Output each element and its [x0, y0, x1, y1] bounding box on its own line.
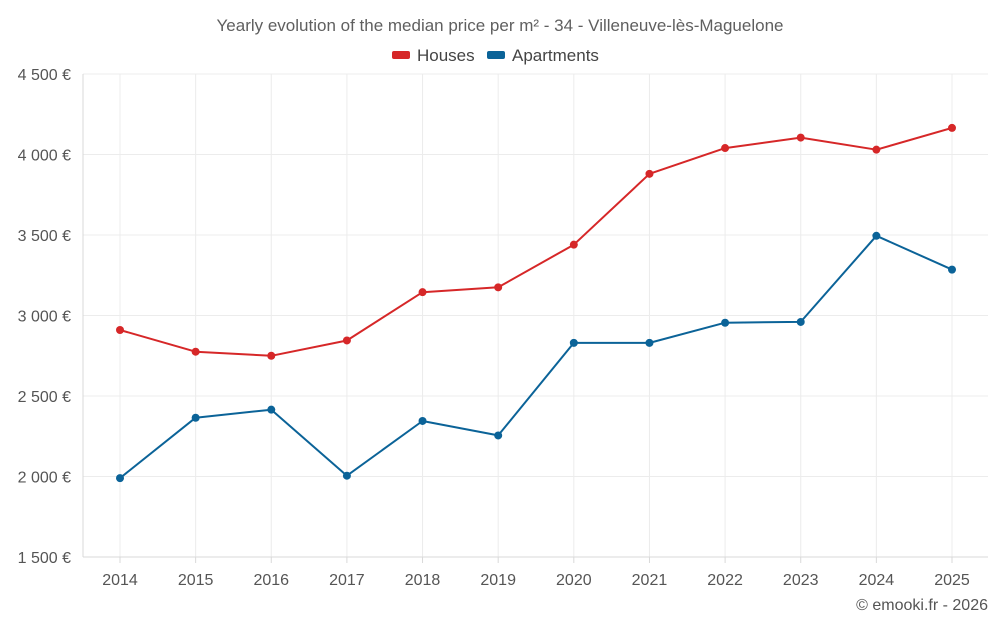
x-tick-label: 2018: [405, 572, 441, 589]
data-point-houses[interactable]: [267, 351, 276, 360]
data-point-apartments[interactable]: [872, 231, 881, 240]
y-tick-label: 4 000 €: [18, 148, 71, 165]
chart-title: Yearly evolution of the median price per…: [217, 16, 784, 35]
data-point-apartments[interactable]: [796, 317, 805, 326]
data-point-houses[interactable]: [948, 123, 956, 132]
legend-swatch-houses: [392, 51, 410, 59]
legend-swatch-apartments: [487, 51, 505, 59]
data-point-apartments[interactable]: [645, 338, 654, 347]
y-tick-label: 3 500 €: [18, 228, 71, 245]
x-tick-label: 2019: [480, 572, 516, 589]
tick-layer: 1 500 € 2 000 € 2 500 € 3 000 € 3 500 € 4 000…: [18, 67, 970, 589]
data-point-houses[interactable]: [116, 325, 124, 334]
x-tick-label: 2020: [556, 572, 592, 589]
data-point-apartments[interactable]: [569, 338, 578, 347]
data-point-houses[interactable]: [796, 133, 805, 142]
y-tick-label: 3 000 €: [18, 309, 71, 326]
data-point-apartments[interactable]: [191, 413, 200, 422]
legend-label-apartments: Apartments: [512, 46, 599, 65]
y-tick-label: 1 500 €: [18, 550, 71, 567]
series-layer: [116, 123, 956, 483]
x-tick-label: 2017: [329, 572, 365, 589]
data-point-houses[interactable]: [191, 347, 200, 356]
x-tick-label: 2015: [178, 572, 214, 589]
y-tick-label: 2 000 €: [18, 470, 71, 487]
data-point-apartments[interactable]: [494, 431, 503, 440]
x-tick-label: 2016: [253, 572, 289, 589]
x-tick-label: 2023: [783, 572, 819, 589]
x-tick-label: 2022: [707, 572, 743, 589]
x-tick-label: 2024: [859, 572, 895, 589]
data-point-houses[interactable]: [342, 336, 351, 345]
x-tick-label: 2025: [934, 572, 970, 589]
x-tick-label: 2021: [632, 572, 668, 589]
legend-label-houses: Houses: [417, 46, 475, 65]
data-point-houses[interactable]: [418, 288, 427, 297]
data-point-apartments[interactable]: [948, 265, 956, 274]
footer-credit: © emooki.fr - 2026: [856, 597, 988, 614]
chart-grid: [83, 73, 988, 557]
series-line-apartments: [119, 234, 953, 480]
data-point-apartments[interactable]: [721, 318, 730, 327]
chart-legend: Houses Apartments: [392, 46, 599, 65]
data-point-apartments[interactable]: [116, 474, 124, 483]
chart-axes: [82, 74, 988, 563]
y-tick-label: 2 500 €: [18, 389, 71, 406]
y-tick-label: 4 500 €: [18, 67, 71, 84]
series-line-houses: [119, 126, 953, 357]
data-point-houses[interactable]: [494, 283, 503, 292]
data-point-apartments[interactable]: [418, 416, 427, 425]
data-point-houses[interactable]: [569, 240, 578, 249]
data-point-apartments[interactable]: [342, 471, 351, 480]
data-point-houses[interactable]: [721, 144, 730, 153]
data-point-houses[interactable]: [872, 145, 881, 154]
data-point-apartments[interactable]: [267, 405, 276, 414]
data-point-houses[interactable]: [645, 169, 654, 178]
x-tick-label: 2014: [102, 572, 138, 589]
